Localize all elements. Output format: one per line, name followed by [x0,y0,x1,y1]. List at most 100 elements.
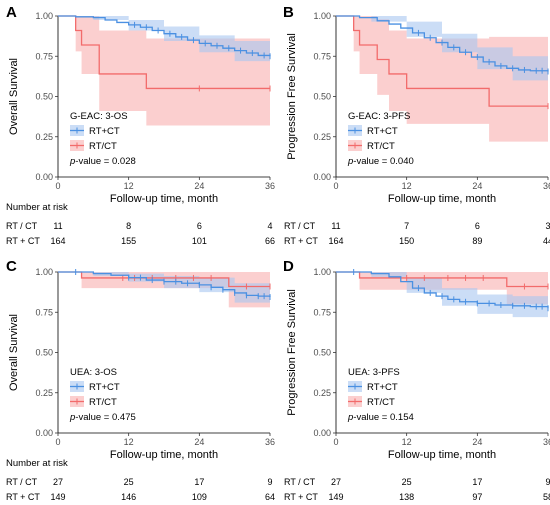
legend-title: UEA: 3-OS [70,367,117,378]
risk-count: 6 [197,221,202,231]
risk-count: 44 [543,236,550,246]
risk-count: 6 [475,221,480,231]
legend-title: G-EAC: 3-OS [70,111,128,122]
km-line-rt-ct [58,15,270,90]
y-axis-title: Progression Free Survival [286,289,298,416]
p-value: p-value = 0.154 [347,412,414,423]
risk-count: 164 [328,236,343,246]
risk-count: 149 [50,492,65,502]
risk-row-label: RT + CT [284,236,318,246]
x-tick-label: 24 [472,437,482,447]
panel-letter: A [6,4,17,21]
x-tick-label: 0 [333,181,338,191]
risk-row-label: RT / CT [284,477,316,487]
risk-count: 150 [399,236,414,246]
risk-count: 109 [192,492,207,502]
risk-count: 3 [545,221,550,231]
x-tick-label: 24 [472,181,482,191]
p-value-text: -value = 0.475 [75,412,135,423]
x-axis-title: Follow-up time, month [388,193,496,205]
p-value-italic: p [347,156,353,167]
risk-count: 17 [194,477,204,487]
risk-table-title: Number at risk [6,458,68,469]
y-axis-title: Overall Survival [8,314,20,391]
risk-row-label: RT / CT [284,221,316,231]
y-tick-label: 0.25 [35,388,53,398]
risk-count: 25 [124,477,134,487]
legend-label: RT+CT [367,126,398,137]
x-tick-label: 36 [543,437,550,447]
risk-count: 9 [267,477,272,487]
y-tick-label: 1.00 [35,267,53,277]
y-axis-title: Overall Survival [8,58,20,135]
panel-letter: C [6,258,17,275]
y-tick-label: 0.25 [313,132,331,142]
risk-row-label: RT + CT [284,492,318,502]
y-tick-label: 1.00 [313,11,331,21]
risk-count: 11 [53,221,62,231]
panel-d: D 0.00 0.25 0.50 0.75 1.00 0 12 24 36 Follow-up ti… [283,258,550,502]
km-line-rt-plus-ct [336,15,549,72]
risk-count: 25 [402,477,412,487]
x-tick-label: 0 [55,181,60,191]
p-value-italic: p [69,412,75,423]
y-tick-label: 1.00 [35,11,53,21]
ci-band-rt-plus-ct [58,272,270,308]
panel-a: A 0.00 0.25 0.50 0.75 1.00 0 12 24 36 Follow-up ti… [6,4,275,246]
p-value-text: -value = 0.040 [353,156,413,167]
y-tick-label: 0.75 [35,307,53,317]
y-tick-label: 0.75 [35,51,53,61]
y-tick-label: 0.00 [35,172,53,182]
ci-band-rt-plus-ct [58,16,270,68]
y-axis-title: Progression Free Survival [286,33,298,160]
legend-label: RT+CT [89,382,120,393]
x-tick-label: 0 [55,437,60,447]
risk-count: 164 [50,236,65,246]
risk-count: 64 [265,492,275,502]
p-value-text: -value = 0.028 [75,156,135,167]
legend-title: UEA: 3-PFS [348,367,400,378]
legend-label: RT/CT [367,141,395,152]
risk-row-label: RT / CT [6,477,38,487]
legend-label: RT+CT [89,126,120,137]
legend-label: RT/CT [89,141,117,152]
y-tick-label: 0.75 [313,51,331,61]
y-tick-label: 0.50 [35,348,53,358]
legend-label: RT/CT [89,397,117,408]
y-tick-label: 1.00 [313,267,331,277]
risk-count: 101 [192,236,207,246]
p-value: p-value = 0.475 [69,412,136,423]
x-tick-label: 36 [543,181,550,191]
y-tick-label: 0.50 [313,348,331,358]
x-tick-label: 12 [124,437,134,447]
p-value: p-value = 0.028 [69,156,136,167]
x-tick-label: 36 [265,437,275,447]
x-tick-label: 36 [265,181,275,191]
risk-count: 146 [121,492,136,502]
risk-count: 17 [472,477,482,487]
y-tick-label: 0.50 [313,92,331,102]
panel-c: C 0.00 0.25 0.50 0.75 1.00 0 12 24 36 Follow-up ti… [6,258,275,502]
panel-letter: D [283,258,294,275]
risk-count: 27 [53,477,63,487]
x-tick-label: 24 [194,181,204,191]
p-value-text: -value = 0.154 [353,412,413,423]
y-tick-label: 0.00 [35,428,53,438]
risk-count: 66 [265,236,275,246]
risk-count: 149 [328,492,343,502]
y-tick-label: 0.00 [313,172,331,182]
risk-count: 8 [126,221,131,231]
x-tick-label: 12 [402,437,412,447]
risk-table-title: Number at risk [6,202,68,213]
y-tick-label: 0.50 [35,92,53,102]
x-axis-title: Follow-up time, month [110,193,218,205]
km-line-rt-ct [336,15,548,107]
risk-count: 4 [267,221,272,231]
ci-band-rt-plus-ct [336,16,548,84]
km-line-rt-plus-ct [58,15,271,57]
y-tick-label: 0.25 [313,388,331,398]
risk-count: 9 [545,477,550,487]
x-tick-label: 12 [124,181,134,191]
x-tick-label: 0 [333,437,338,447]
